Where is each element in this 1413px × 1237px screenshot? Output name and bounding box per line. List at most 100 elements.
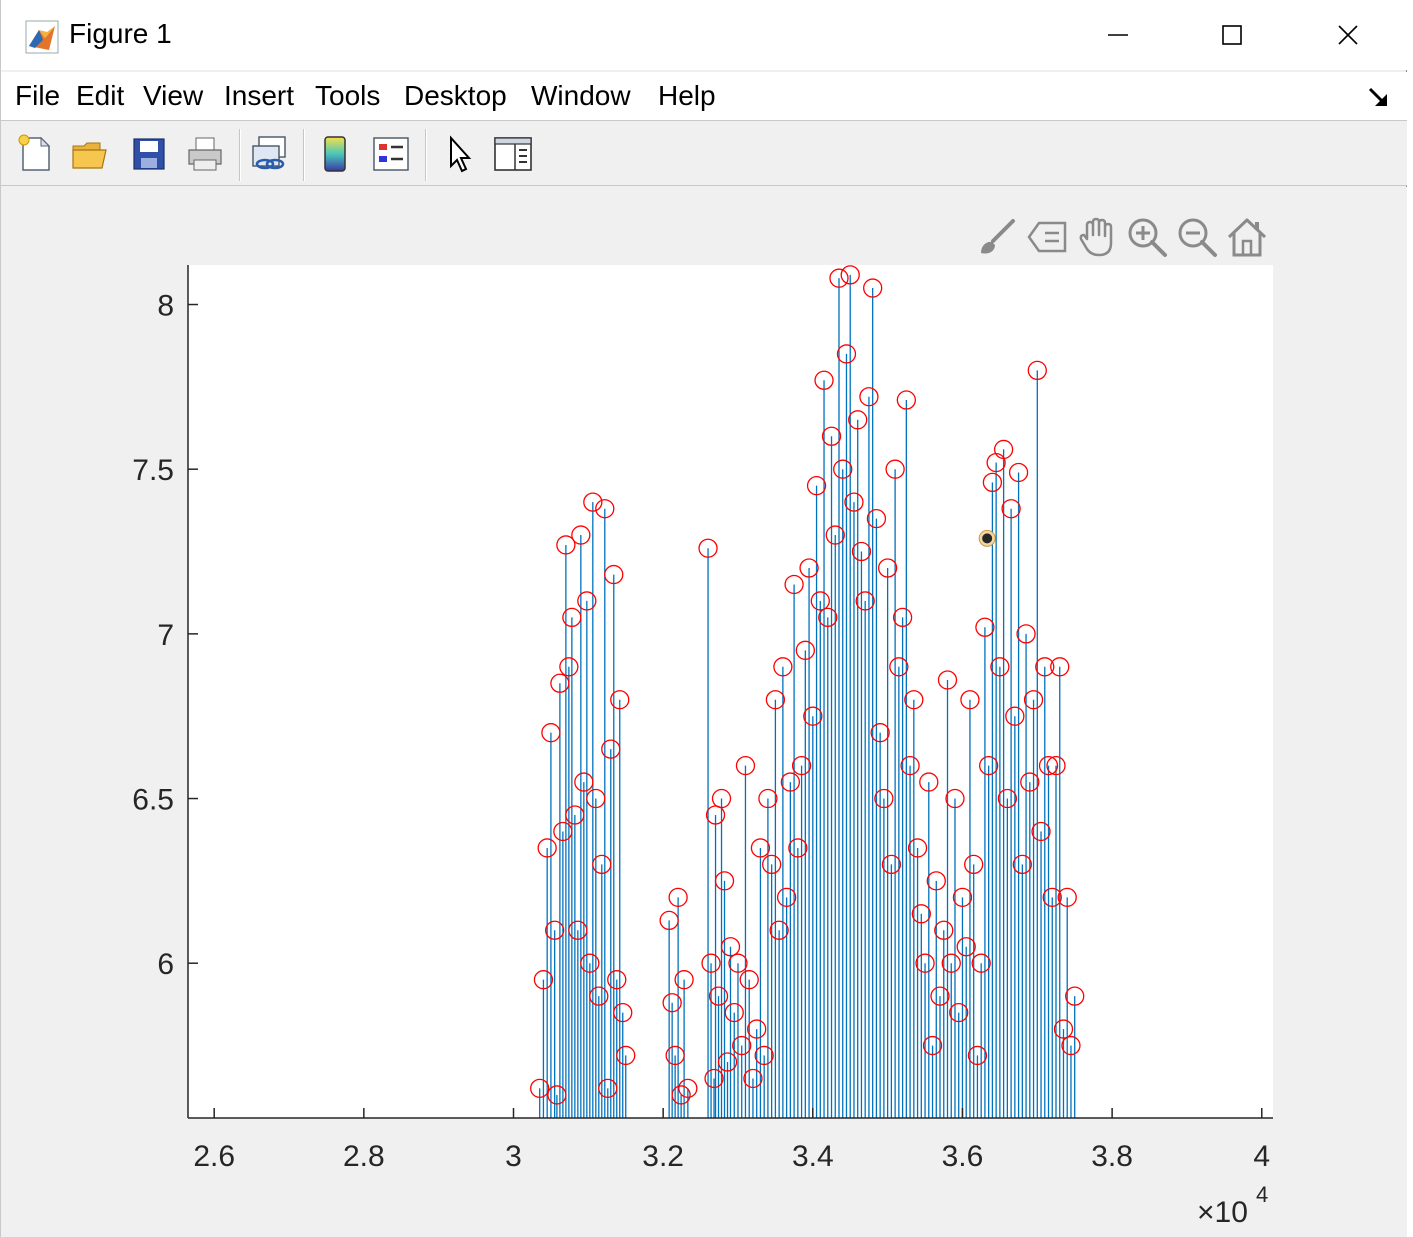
data-point-marker[interactable] xyxy=(855,591,875,611)
data-point-marker[interactable] xyxy=(964,854,984,875)
data-point-marker[interactable] xyxy=(851,541,872,562)
data-point-marker[interactable] xyxy=(1038,755,1059,776)
data-point-marker[interactable] xyxy=(814,370,834,390)
data-point-marker[interactable] xyxy=(836,344,857,364)
data-point-marker[interactable] xyxy=(806,476,827,496)
menu-view[interactable]: View xyxy=(143,80,204,111)
data-point-marker[interactable] xyxy=(568,920,588,940)
data-point-marker[interactable] xyxy=(1005,706,1025,726)
data-point-marker[interactable] xyxy=(870,723,890,743)
data-point-marker[interactable] xyxy=(1053,1019,1074,1039)
data-point-marker[interactable] xyxy=(724,1002,744,1023)
title-bar[interactable]: Figure 1 xyxy=(1,0,1407,70)
data-point-marker[interactable] xyxy=(795,640,815,660)
data-point-marker[interactable] xyxy=(674,970,694,990)
data-point-marker[interactable] xyxy=(1001,499,1021,519)
data-point-marker[interactable] xyxy=(960,690,980,710)
data-point-marker[interactable] xyxy=(769,920,789,940)
data-point-marker[interactable] xyxy=(844,492,864,512)
menu-tools[interactable]: Tools xyxy=(315,80,381,111)
data-point-marker[interactable] xyxy=(754,1045,774,1066)
data-point-marker[interactable] xyxy=(881,854,902,875)
data-point-marker[interactable] xyxy=(799,558,819,578)
data-point-marker[interactable] xyxy=(997,788,1018,809)
data-point-marker[interactable] xyxy=(735,755,756,776)
data-point-marker[interactable] xyxy=(791,755,812,776)
data-point-marker[interactable] xyxy=(919,772,939,792)
data-point-marker[interactable] xyxy=(1016,624,1036,644)
data-point-marker[interactable] xyxy=(773,657,793,677)
data-point-marker[interactable] xyxy=(708,986,729,1006)
data-point-marker[interactable] xyxy=(668,887,688,907)
data-point-marker[interactable] xyxy=(922,1035,943,1056)
data-point-marker[interactable] xyxy=(967,1045,988,1066)
data-point-marker[interactable] xyxy=(541,723,561,743)
data-point-marker[interactable] xyxy=(604,564,624,585)
new-figure-icon[interactable] xyxy=(13,133,57,175)
data-point-marker[interactable] xyxy=(1057,887,1077,907)
zoom-in-icon[interactable] xyxy=(1124,212,1170,262)
data-point-marker[interactable] xyxy=(859,387,879,407)
data-point-marker[interactable] xyxy=(717,1052,738,1072)
data-point-marker[interactable] xyxy=(892,607,913,628)
data-point-marker[interactable] xyxy=(747,1019,767,1039)
data-point-marker[interactable] xyxy=(586,788,606,809)
data-point-marker[interactable] xyxy=(941,953,961,973)
data-point-marker[interactable] xyxy=(559,657,579,677)
data-point-marker[interactable] xyxy=(1020,772,1040,792)
data-point-marker[interactable] xyxy=(720,937,741,957)
data-point-marker[interactable] xyxy=(739,970,759,990)
data-point-marker[interactable] xyxy=(533,970,554,990)
data-point-marker[interactable] xyxy=(577,591,597,611)
data-point-marker[interactable] xyxy=(556,535,576,555)
data-point-marker[interactable] xyxy=(616,1045,636,1066)
data-point-marker[interactable] xyxy=(565,805,585,825)
data-point-marker[interactable] xyxy=(553,821,573,842)
data-point-marker[interactable] xyxy=(907,838,928,858)
data-point-marker[interactable] xyxy=(952,887,973,907)
data-point-marker[interactable] xyxy=(592,854,612,875)
data-point-marker[interactable] xyxy=(930,986,950,1006)
dock-figure-icon[interactable] xyxy=(1365,84,1391,110)
data-point-marker[interactable] xyxy=(728,953,748,973)
data-point-marker[interactable] xyxy=(937,670,958,690)
data-point-marker[interactable] xyxy=(874,788,894,809)
close-button[interactable] xyxy=(1313,10,1383,60)
data-point-marker[interactable] xyxy=(934,920,954,940)
menu-help[interactable]: Help xyxy=(658,80,716,111)
data-point-marker[interactable] xyxy=(979,755,999,776)
data-point-marker[interactable] xyxy=(776,887,797,907)
data-point-marker[interactable] xyxy=(829,268,849,288)
data-point-marker[interactable] xyxy=(1031,821,1051,842)
data-point-marker[interactable] xyxy=(863,278,883,298)
data-point-marker[interactable] xyxy=(840,265,860,285)
data-point-marker[interactable] xyxy=(1042,887,1062,907)
data-point-marker[interactable] xyxy=(711,788,732,809)
data-point-marker[interactable] xyxy=(911,904,931,924)
data-point-marker[interactable] xyxy=(885,459,905,479)
data-point-marker[interactable] xyxy=(1008,462,1029,483)
maximize-button[interactable] xyxy=(1197,10,1267,60)
data-point-marker[interactable] xyxy=(904,690,924,710)
data-point-marker[interactable] xyxy=(547,1085,567,1105)
data-point-marker[interactable] xyxy=(975,617,995,637)
data-point-marker[interactable] xyxy=(956,937,976,957)
data-point-marker[interactable] xyxy=(1027,360,1047,381)
open-file-icon[interactable] xyxy=(68,133,112,175)
data-point-marker[interactable] xyxy=(562,607,582,628)
pan-hand-icon[interactable] xyxy=(1074,212,1120,262)
data-point-marker[interactable] xyxy=(1050,657,1070,677)
data-point-marker[interactable] xyxy=(788,838,808,858)
edit-plot-arrow-icon[interactable] xyxy=(437,133,481,175)
data-point-marker[interactable] xyxy=(784,574,804,595)
data-point-marker[interactable] xyxy=(607,970,627,990)
data-point-marker[interactable] xyxy=(571,525,591,545)
data-point-marker[interactable] xyxy=(704,1068,724,1089)
data-point-marker[interactable] xyxy=(848,410,868,430)
zoom-out-icon[interactable] xyxy=(1174,212,1220,262)
colorbar-icon[interactable] xyxy=(313,133,357,175)
data-point-marker[interactable] xyxy=(601,739,621,759)
data-point-marker[interactable] xyxy=(896,390,916,410)
data-point-marker[interactable] xyxy=(877,558,898,578)
